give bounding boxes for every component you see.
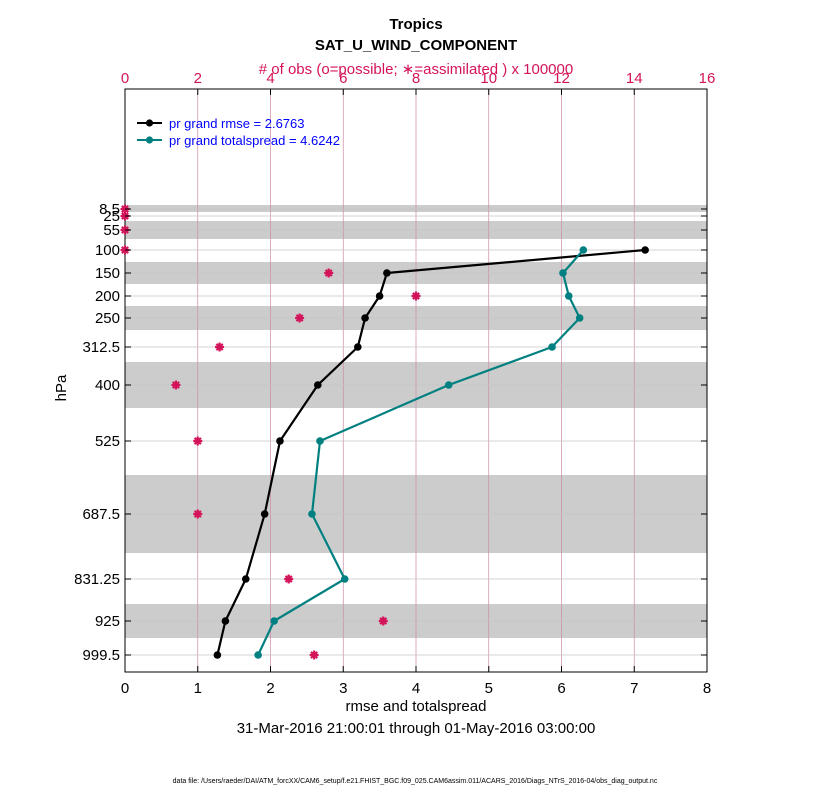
- legend-rmse-label: pr grand rmse = 2.6763: [169, 116, 305, 131]
- y-tick-label-831.25: 831.25: [74, 571, 120, 588]
- obs-marker-400: [171, 380, 181, 390]
- series-points: [213, 246, 649, 659]
- totalspread-point-150: [559, 269, 567, 277]
- top-tick-label-10: 10: [480, 70, 497, 87]
- data-file-footnote: data file: /Users/raeder/DAI/ATM_forcXX/…: [173, 778, 658, 785]
- totalspread-point-400: [444, 381, 453, 389]
- horizontal-gridlines: [125, 208, 707, 656]
- rmse-point-831.25: [241, 575, 250, 583]
- top-axis-label: # of obs (o=possible; ∗=assimilated ) x …: [259, 61, 573, 78]
- top-tick-label-14: 14: [626, 70, 643, 87]
- y-tick-label-200: 200: [95, 288, 120, 305]
- y-tick-label-925: 925: [95, 613, 120, 630]
- totalspread-point-200: [564, 292, 573, 300]
- obs-marker-831.25: [284, 574, 294, 584]
- x-tick-label-7: 7: [630, 680, 638, 697]
- x-tick-label-5: 5: [485, 680, 493, 697]
- legend: pr grand rmse = 2.6763 pr grand totalspr…: [137, 116, 340, 148]
- rmse-point-925: [221, 617, 230, 625]
- x-tick-label-8: 8: [703, 680, 711, 697]
- y-tick-label-312.5: 312.5: [82, 339, 120, 356]
- top-tick-label-8: 8: [412, 70, 420, 87]
- obs-marker-150: [324, 268, 334, 278]
- rmse-point-525: [276, 437, 284, 445]
- bottom-axis-ticks: 0 1 2 3 4 5 6 7 8: [121, 666, 711, 697]
- y-tick-label-100: 100: [95, 242, 120, 259]
- rmse-point-687.5: [260, 510, 269, 518]
- chart-title: Tropics: [389, 16, 442, 33]
- y-tick-label-687.5: 687.5: [82, 506, 120, 523]
- obs-marker-250: [295, 313, 305, 323]
- totalspread-point-999.5: [254, 651, 262, 659]
- totalspread-point-250: [575, 314, 584, 322]
- totalspread-point-312.5: [548, 343, 556, 351]
- top-tick-label-0: 0: [121, 70, 129, 87]
- x-tick-label-1: 1: [194, 680, 202, 697]
- x-tick-label-4: 4: [412, 680, 420, 697]
- obs-marker-312.5: [215, 342, 225, 352]
- rmse-point-312.5: [354, 343, 362, 351]
- obs-marker-687.5: [193, 509, 203, 519]
- x-tick-label-6: 6: [557, 680, 565, 697]
- x-tick-label-3: 3: [339, 680, 347, 697]
- rmse-point-150: [383, 269, 391, 277]
- x-tick-label-0: 0: [121, 680, 129, 697]
- totalspread-point-831.25: [340, 575, 349, 583]
- y-tick-label-150: 150: [95, 265, 120, 282]
- totalspread-point-687.5: [308, 510, 316, 518]
- totalspread-point-100: [579, 246, 588, 254]
- y-tick-label-250: 250: [95, 310, 120, 327]
- legend-rmse-marker: [145, 119, 154, 127]
- obs-marker-925: [378, 616, 388, 626]
- legend-spread-label: pr grand totalspread = 4.6242: [169, 133, 340, 148]
- y-tick-label-525: 525: [95, 433, 120, 450]
- obs-marker-999.5: [309, 650, 319, 660]
- top-tick-label-16: 16: [699, 70, 716, 87]
- x-axis-label: rmse and totalspread: [346, 698, 487, 715]
- obs-marker-525: [193, 436, 203, 446]
- vertical-gridlines: [197, 89, 635, 672]
- legend-spread-marker: [145, 136, 154, 144]
- y-tick-label-55: 55: [103, 222, 120, 239]
- rmse-point-100: [641, 246, 649, 254]
- y-axis-label: hPa: [53, 374, 70, 401]
- date-range: 31-Mar-2016 21:00:01 through 01-May-2016…: [237, 720, 596, 737]
- top-tick-label-4: 4: [266, 70, 274, 87]
- totalspread-point-925: [270, 617, 278, 625]
- x-tick-label-2: 2: [266, 680, 274, 697]
- top-tick-label-2: 2: [194, 70, 202, 87]
- rmse-point-400: [313, 381, 322, 389]
- top-tick-label-6: 6: [339, 70, 347, 87]
- obs-marker-200: [411, 291, 421, 301]
- y-tick-label-999.5: 999.5: [82, 647, 120, 664]
- y-tick-label-400: 400: [95, 377, 120, 394]
- chart-subtitle: SAT_U_WIND_COMPONENT: [315, 37, 517, 54]
- rmse-point-999.5: [213, 651, 222, 659]
- top-tick-label-12: 12: [553, 70, 570, 87]
- rmse-point-200: [375, 292, 384, 300]
- rmse-point-250: [361, 314, 369, 322]
- y-tick-label-25: 25: [103, 208, 120, 225]
- totalspread-point-525: [316, 437, 324, 445]
- y-tick-label-8.5: 8.5: [99, 201, 120, 218]
- top-axis-ticks: 0 2 4 6 8 10 12 14 16: [121, 70, 716, 95]
